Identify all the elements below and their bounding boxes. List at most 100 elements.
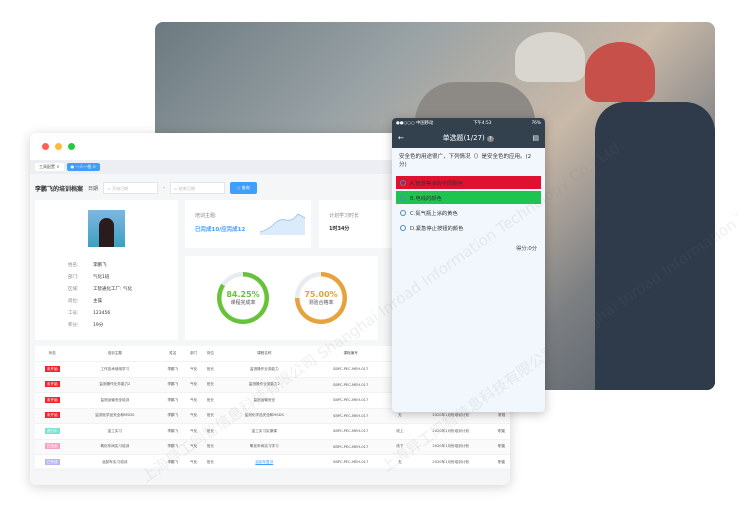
table-cell: SBPC-PEC-MEH-017 [309,392,392,409]
placeholder: 开始日期 [112,186,129,191]
table-cell: 职能 [493,454,510,471]
table-cell: 班长 [202,423,219,440]
tab-tools[interactable]: 工具配置 × [35,163,64,171]
answer-option[interactable]: D.紧急停止按钮的颜色 [396,221,541,234]
question-title: 单选题(1/27) [442,134,485,142]
start-date-input[interactable]: ▭ 开始日期 [103,182,159,194]
status-badge: 未开始 [44,396,60,403]
profile-field: 区域: 工智通化工厂: 气化 [68,284,132,296]
column-header[interactable]: 岗位 [202,346,219,362]
back-arrow-icon[interactable]: ← [398,134,404,142]
profile-field: 部门: 气化1班 [68,272,132,284]
table-cell: 李鹏飞 [160,423,186,440]
ring-value: 75.00% [304,290,338,299]
column-header[interactable]: 姓名 [160,346,186,362]
table-cell[interactable]: 返卸车复训 [218,454,310,471]
table-cell: 金工实习实操课 [218,423,310,440]
close-dot[interactable] [42,143,49,150]
date-label: 日期 [88,185,99,192]
radio-icon[interactable] [400,224,406,231]
table-cell: 班长 [202,408,219,424]
button-label: 查询 [241,185,250,190]
table-cell: SBPC-PEC-MEH-017 [309,377,392,393]
table-cell: 监测运输安全培训 [69,392,161,409]
table-cell: SBPC-PEC-MEH-017 [309,454,392,471]
tab-profile[interactable]: ● 一人一档 × [66,163,101,171]
option-label: D.紧急停止按钮的颜色 [410,225,464,232]
table-cell: 气化 [185,423,203,440]
profile-field: 积分: 19分 [68,320,132,332]
table-row[interactable]: 进行中 金工实习 李鹏飞 气化 班长 金工实习实操课 SBPC-PEC-MEH-017 线上 2… [35,423,510,440]
answer-card-icon[interactable]: ▤ [532,134,539,142]
column-header[interactable]: 部门 [185,346,203,362]
table-cell: 班长 [202,439,219,455]
table-row[interactable]: 未开始 监测化学品安全和MSDS 李鹏飞 气化 班长 监测化学品安全和MSDS SBPC-P… [35,408,510,424]
topic-label: 培训主题: [195,213,217,219]
column-header[interactable]: 课程编号 [309,346,392,362]
table-cell: 气化 [185,377,203,393]
answer-option[interactable]: B.电线的颜色 [396,191,541,204]
table-cell: 李鹏飞 [160,454,186,471]
maximize-dot[interactable] [68,143,75,150]
field-key: 岗位: [68,299,79,304]
table-cell: 监测操作业务能力 [218,361,310,378]
clock: 下午4:53 [473,121,492,126]
table-cell: 监测操作业务能力2 [218,377,310,393]
table-cell: 监测化学品安全和MSDS [218,408,310,424]
table-cell: 班长 [202,377,219,393]
table-cell: SBPC-PEC-MEH-017 [309,408,392,424]
exam-pass-ring: 75.00% 测验合格率 [295,272,347,324]
query-button[interactable]: ○ 查询 [229,182,257,194]
ring-value: 84.25% [226,290,260,299]
table-cell: 李鹏飞 [160,392,186,409]
table-row[interactable]: 已完成 返卸车实习培训 李鹏飞 气化 班长 返卸车复训 SBPC-PEC-MEH-017 无 2… [35,454,510,471]
profile-field: 工号: 123456 [68,308,132,320]
table-cell: 班长 [202,361,219,378]
field-key: 工号: [68,311,79,316]
answer-option[interactable]: A.管道等涂的不同颜色 [396,176,541,189]
answer-option[interactable]: C.氮气瓶上涂的黄色 [396,206,541,219]
table-cell: 李鹏飞 [160,408,186,424]
status-badge: 已完成 [44,458,60,465]
radio-icon[interactable] [400,194,406,201]
option-label: B.电线的颜色 [410,195,442,202]
ring-label: 课程完成率 [230,300,256,306]
table-cell: 监测运输安全 [218,392,310,409]
ring-label: 测验合格率 [308,300,334,306]
table-row[interactable]: 已结束 氧化车间实习培训 李鹏飞 气化 班长 氧化车间实习学习 SBPC-PEC-MEH-0… [35,439,510,455]
radio-icon[interactable] [400,209,406,216]
course-completion-ring: 84.25% 课程完成率 [217,272,269,324]
table-cell: 返卸车实习培训 [69,454,161,471]
table-cell: 职能 [493,439,510,455]
table-cell: 工作技术使用学习 [69,361,161,378]
field-key: 部门: [68,275,79,280]
field-key: 区域: [68,287,79,292]
field-value: 19分 [93,323,104,328]
hours-label: 计划学习时长 [329,213,360,219]
radio-icon[interactable] [400,179,406,186]
status-bar: ●●○○○ 中国移动 下午4:53 76% [392,118,545,128]
rates-card: 84.25% 课程完成率 75.00% 测验合格率 [185,256,378,340]
tab-label: 一人一档 [75,164,92,169]
help-icon[interactable]: ? [487,136,494,142]
field-value: 李鹏飞 [93,263,107,268]
table-cell: 气化 [185,361,203,378]
table-cell: SBPC-PEC-MEH-017 [309,423,392,440]
table-cell: 线下 [391,439,409,455]
field-value: 主操 [93,299,102,304]
column-header[interactable]: 状态 [35,346,70,362]
table-cell: 线上 [391,423,409,440]
table-cell: 李鹏飞 [160,377,186,393]
option-label: A.管道等涂的不同颜色 [410,180,463,187]
table-cell: 2020年1月份培训计划 [408,439,494,455]
column-header[interactable]: 课程名称 [218,346,310,362]
column-header[interactable]: 培训主题 [69,346,161,362]
end-date-input[interactable]: ▭ 结束日期 [169,182,225,194]
table-cell: 监测化学品安全和MSDS [69,408,161,424]
table-cell: 李鹏飞 [160,361,186,378]
status-badge: 未开始 [44,381,60,388]
minimize-dot[interactable] [55,143,62,150]
topic-card: 培训主题: 已完成10/应完成12 [185,200,311,248]
field-value: 工智通化工厂: 气化 [93,287,132,292]
score: 得分:0分 [515,246,537,252]
